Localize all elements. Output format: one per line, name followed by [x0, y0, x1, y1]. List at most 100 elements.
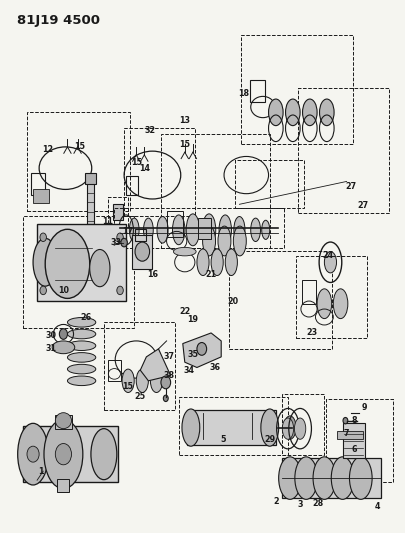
Text: 13: 13 — [179, 116, 190, 125]
Ellipse shape — [67, 329, 96, 339]
Ellipse shape — [52, 341, 75, 354]
Ellipse shape — [129, 218, 139, 241]
Text: 15: 15 — [179, 140, 190, 149]
Text: 11: 11 — [102, 217, 113, 226]
Ellipse shape — [319, 99, 333, 126]
Bar — [297, 88, 388, 213]
Polygon shape — [140, 349, 170, 381]
Ellipse shape — [283, 416, 295, 439]
Text: 23: 23 — [306, 328, 317, 337]
Text: 29: 29 — [264, 435, 275, 444]
Bar — [281, 458, 380, 498]
Ellipse shape — [136, 369, 148, 392]
Text: 26: 26 — [80, 312, 91, 321]
Text: 10: 10 — [58, 286, 69, 295]
Bar — [33, 189, 49, 203]
Text: 33: 33 — [110, 238, 121, 247]
Circle shape — [55, 443, 71, 465]
Ellipse shape — [211, 249, 223, 276]
Ellipse shape — [90, 249, 110, 287]
Text: 15: 15 — [130, 158, 141, 167]
Bar — [113, 204, 123, 220]
Text: 38: 38 — [163, 371, 174, 380]
Text: 16: 16 — [147, 270, 158, 279]
Ellipse shape — [261, 220, 269, 239]
Text: 34: 34 — [183, 366, 194, 375]
Bar — [166, 211, 182, 237]
Ellipse shape — [67, 318, 96, 327]
Ellipse shape — [91, 429, 117, 480]
Ellipse shape — [181, 409, 199, 446]
Bar — [114, 208, 283, 248]
Polygon shape — [182, 333, 221, 368]
Text: 24: 24 — [322, 252, 333, 260]
Ellipse shape — [202, 226, 215, 256]
Text: 21: 21 — [205, 270, 216, 279]
Bar — [135, 229, 146, 241]
Circle shape — [135, 242, 149, 261]
Text: 31: 31 — [46, 344, 57, 353]
Text: 8: 8 — [351, 416, 357, 425]
Ellipse shape — [218, 215, 231, 245]
Ellipse shape — [33, 238, 57, 286]
Ellipse shape — [316, 289, 331, 319]
Text: 2: 2 — [272, 497, 278, 506]
Text: 15: 15 — [74, 142, 85, 151]
Text: 37: 37 — [163, 352, 174, 361]
Bar — [326, 399, 392, 482]
Text: 27: 27 — [344, 182, 355, 191]
Text: 4: 4 — [373, 502, 379, 511]
Ellipse shape — [67, 376, 96, 385]
Ellipse shape — [225, 249, 237, 276]
Text: 25: 25 — [134, 392, 145, 401]
Bar — [124, 128, 194, 216]
Ellipse shape — [324, 252, 336, 273]
Bar — [301, 280, 315, 304]
Bar — [108, 360, 121, 381]
Ellipse shape — [294, 418, 305, 439]
Ellipse shape — [294, 457, 317, 499]
Text: 81J19 4500: 81J19 4500 — [17, 14, 100, 27]
Text: 7: 7 — [343, 430, 349, 439]
Text: 15: 15 — [122, 382, 133, 391]
Circle shape — [59, 329, 67, 340]
Ellipse shape — [281, 418, 293, 439]
Ellipse shape — [330, 457, 353, 499]
Bar — [132, 235, 152, 269]
Circle shape — [163, 395, 168, 401]
Bar — [336, 431, 362, 439]
Circle shape — [342, 417, 347, 424]
Text: 18: 18 — [237, 89, 248, 98]
Text: 9: 9 — [361, 403, 367, 412]
Circle shape — [27, 446, 39, 462]
Ellipse shape — [250, 218, 260, 241]
Ellipse shape — [172, 215, 185, 245]
Text: 19: 19 — [187, 315, 198, 324]
Bar — [295, 256, 366, 338]
Ellipse shape — [18, 423, 48, 485]
Text: 30: 30 — [46, 331, 57, 340]
Text: 28: 28 — [312, 498, 323, 507]
Ellipse shape — [150, 369, 162, 392]
Ellipse shape — [122, 369, 134, 392]
Bar — [342, 423, 364, 458]
Ellipse shape — [44, 419, 83, 489]
Text: 32: 32 — [145, 126, 156, 135]
Bar — [23, 216, 134, 328]
Ellipse shape — [55, 413, 71, 429]
Bar — [23, 426, 118, 482]
Ellipse shape — [285, 99, 299, 126]
Text: 14: 14 — [139, 164, 149, 173]
Ellipse shape — [233, 226, 246, 256]
Ellipse shape — [233, 216, 244, 243]
Circle shape — [117, 286, 123, 295]
Ellipse shape — [143, 218, 153, 241]
Bar — [229, 251, 332, 349]
Bar — [178, 397, 287, 455]
Text: 3: 3 — [296, 499, 302, 508]
Text: 6: 6 — [351, 446, 356, 455]
Bar — [186, 410, 275, 445]
Text: 27: 27 — [356, 201, 367, 210]
Ellipse shape — [157, 216, 168, 243]
Bar — [198, 217, 211, 239]
